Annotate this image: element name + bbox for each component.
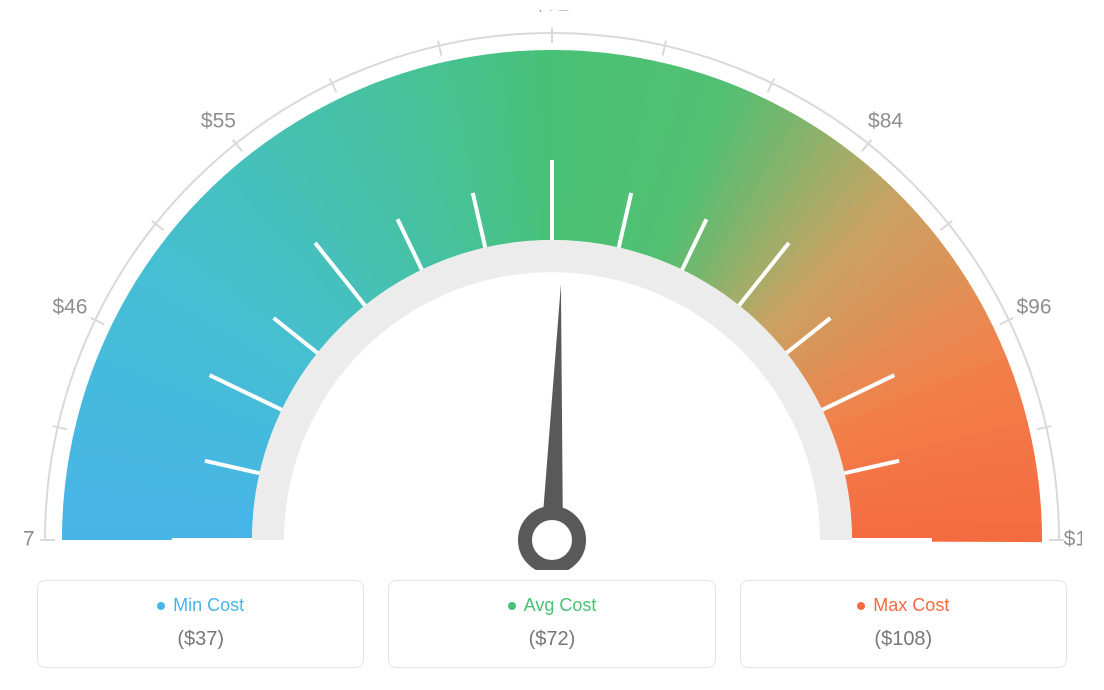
legend-title-min: Min Cost — [157, 595, 244, 616]
dot-min-icon — [157, 602, 165, 610]
svg-text:$72: $72 — [534, 10, 569, 16]
legend-title-avg: Avg Cost — [508, 595, 597, 616]
legend-label-avg: Avg Cost — [524, 595, 597, 616]
legend-value-avg: ($72) — [399, 628, 704, 651]
svg-text:$46: $46 — [52, 295, 87, 318]
legend-title-max: Max Cost — [857, 595, 949, 616]
svg-text:$55: $55 — [201, 109, 236, 132]
svg-text:$108: $108 — [1064, 528, 1082, 551]
legend-value-min: ($37) — [48, 628, 353, 651]
dot-avg-icon — [508, 602, 516, 610]
legend-card-avg: Avg Cost ($72) — [388, 580, 715, 668]
legend-card-max: Max Cost ($108) — [740, 580, 1067, 668]
gauge-svg: $37 $46 $55 $72 $84 $96 $108 — [22, 10, 1082, 570]
svg-text:$96: $96 — [1017, 295, 1052, 318]
legend-value-max: ($108) — [751, 628, 1056, 651]
dot-max-icon — [857, 602, 865, 610]
legend-row: Min Cost ($37) Avg Cost ($72) Max Cost (… — [37, 580, 1067, 668]
svg-text:$37: $37 — [22, 528, 35, 551]
legend-card-min: Min Cost ($37) — [37, 580, 364, 668]
cost-gauge: $37 $46 $55 $72 $84 $96 $108 — [22, 10, 1082, 570]
legend-label-max: Max Cost — [873, 595, 949, 616]
svg-text:$84: $84 — [868, 109, 903, 132]
legend-label-min: Min Cost — [173, 595, 244, 616]
